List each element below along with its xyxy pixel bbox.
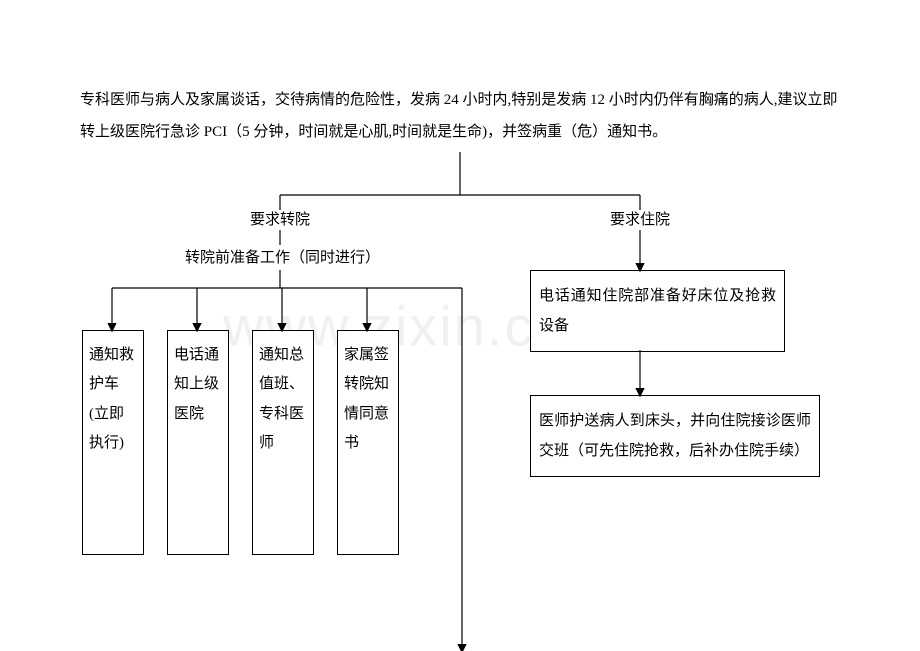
right-branch-label: 要求住院 <box>610 208 670 229</box>
right-step-1: 医师护送病人到床头，并向住院接诊医师交班（可先住院抢救，后补办住院手续） <box>530 395 820 477</box>
left-item-0: 通知救护车(立即执行) <box>82 330 144 555</box>
left-item-1: 电话通知上级医院 <box>167 330 229 555</box>
left-item-3: 家属签转院知情同意书 <box>337 330 399 555</box>
intro-paragraph: 专科医师与病人及家属谈话，交待病情的危险性，发病 24 小时内,特别是发病 12… <box>80 85 850 148</box>
left-branch-sublabel: 转院前准备工作（同时进行） <box>185 246 380 267</box>
right-step-0: 电话通知住院部准备好床位及抢救设备 <box>530 270 785 352</box>
left-item-2: 通知总值班、专科医师 <box>252 330 314 555</box>
left-branch-label: 要求转院 <box>250 208 310 229</box>
